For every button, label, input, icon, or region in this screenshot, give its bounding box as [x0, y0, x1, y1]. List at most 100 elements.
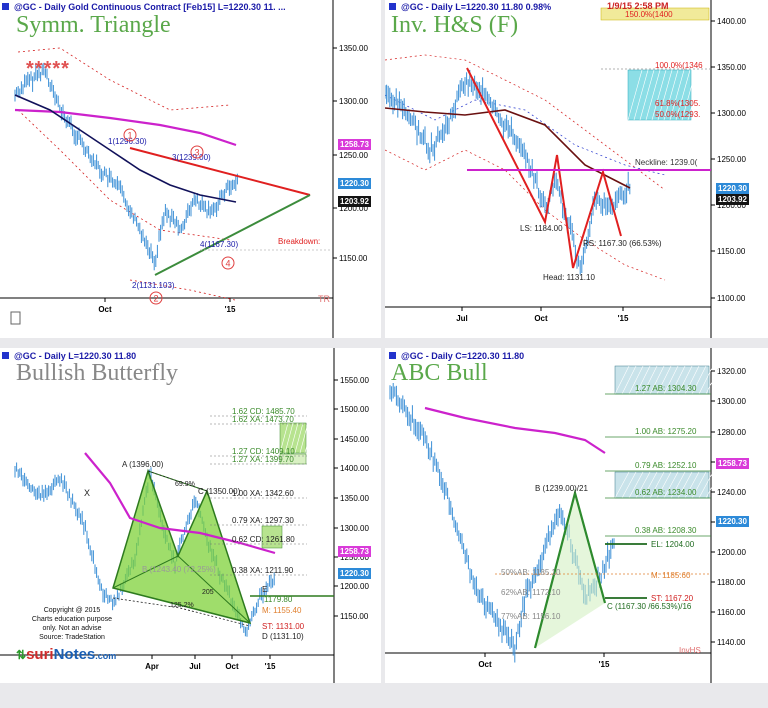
hatch-line	[621, 471, 637, 499]
y-tick-label: 1150.00	[340, 612, 369, 621]
window-icon-box	[10, 311, 21, 325]
fib-level-label: 1.27 AB: 1304.30	[635, 384, 697, 393]
rs-label: RS: 1167.30 (66.53%)	[583, 239, 662, 248]
ma-200	[424, 406, 606, 454]
fib-level-label: 0.79 AB: 1252.10	[635, 461, 697, 470]
hatch-line	[698, 471, 714, 499]
y-tick-label: 1400.00	[340, 464, 369, 473]
footer-bar	[0, 683, 768, 708]
circle-marker-3	[190, 145, 204, 159]
x-tick-label: Oct	[225, 662, 239, 671]
chart-title: Inv. H&S (F)	[391, 12, 519, 38]
point-3-label: 3(1239.00)	[172, 153, 211, 162]
y-tick-label: 1300.00	[717, 397, 746, 406]
fib-150-label: 150.0%(1400	[625, 10, 673, 19]
hatch-line	[691, 365, 707, 395]
upper-band	[385, 54, 666, 191]
fib-level-label: 1.62 XA: 1473.70	[232, 415, 294, 424]
price-tag-dark: 1203.92	[338, 196, 371, 207]
hatch-line	[635, 365, 651, 395]
x-tick-label: '15	[599, 660, 610, 669]
copyright-line: Copyright @ 2015	[43, 607, 101, 614]
fib-level-label: 1.00 XA: 1342.60	[232, 489, 294, 498]
fib-50-label: 50.0%(1293.	[655, 110, 700, 119]
y-tick-label: 1320.00	[717, 367, 746, 376]
head-label: Head: 1131.10	[543, 273, 595, 282]
hatch-line	[651, 69, 667, 121]
chart-header: @GC - Daily L=1220.30 11.80 0.98%	[401, 2, 552, 12]
price-tag-blue: 1220.30	[716, 183, 749, 194]
y-tick-label: 1300.00	[340, 524, 369, 533]
y-tick-label: 1250.00	[340, 553, 369, 562]
fib-level-label: 0.79 XA: 1297.30	[232, 516, 294, 525]
y-tick-label: 1350.00	[339, 44, 368, 53]
hatch-line	[693, 69, 709, 121]
circle-marker-1-label: 1	[127, 131, 132, 141]
hatch-line	[684, 365, 700, 395]
retrace-50-label: 50%AB: 1185.10	[501, 568, 561, 577]
hatch-line	[639, 69, 655, 121]
y-tick-label: 1250.00	[339, 151, 368, 160]
hatch-line	[705, 471, 721, 499]
hatch-line	[705, 365, 721, 395]
y-tick-label: 1150.00	[717, 247, 746, 256]
hatch-line	[684, 471, 700, 499]
hatch-line	[635, 471, 651, 499]
y-tick-label: 1150.00	[339, 254, 368, 263]
hatch-line	[687, 69, 703, 121]
ma-200	[84, 452, 276, 555]
point-c-label: C (1350.00)	[198, 487, 241, 496]
hatch-line	[279, 422, 289, 454]
fib-618-label: 61.8%(1305.	[655, 99, 700, 108]
hatch-line	[621, 365, 637, 395]
logo-text-c: .com	[95, 651, 117, 661]
butterfly-pattern	[112, 468, 252, 625]
price-tag-blue: 1220.30	[716, 516, 749, 527]
panel-abc-bull: 1320.001300.001280.001260.001240.001220.…	[385, 348, 768, 683]
hatch-line	[663, 471, 679, 499]
inner-band	[385, 94, 666, 176]
chart-title: Bullish Butterfly	[16, 360, 178, 386]
window-icon	[389, 352, 396, 359]
copyright-line: Source: TradeStation	[39, 634, 105, 641]
x-tick-label: '15	[225, 305, 236, 314]
circle-marker-2	[149, 291, 163, 305]
x-tick-label: '15	[265, 662, 276, 671]
ratio-205: 205	[202, 589, 214, 596]
hs-pattern-line	[466, 67, 622, 269]
y-tick-label: 1500.00	[340, 405, 369, 414]
m-label: M: 1155.40	[262, 606, 302, 615]
point-2-label: 2(1131.103)	[132, 281, 175, 290]
x-tick-label: Oct	[534, 314, 548, 323]
y-tick-label: 1300.00	[339, 97, 368, 106]
panel-symm-triangle: 1350.00 1300.00 1250.00 1200.00 1150.00 Oct '1…	[0, 0, 381, 338]
ratio-699: 69.9%	[175, 481, 195, 488]
fib-level-label: 0.38 XA: 1211.90	[232, 566, 294, 575]
y-tick-label: 1200.00	[717, 548, 746, 557]
retrace-62-label: 62%AB: 1172.10	[501, 588, 561, 597]
copyright-line: Charts education purpose	[31, 616, 113, 623]
butterfly-ac-line	[147, 470, 208, 492]
logo-text-b: Notes	[53, 646, 96, 663]
fib-level-label: 1.27 XA: 1399.70	[232, 455, 294, 464]
chart-time: 1/9/15 2:58 PM	[607, 1, 669, 11]
hatch-line	[677, 471, 693, 499]
abc-pattern-fill	[535, 493, 605, 648]
e-value: 1179.80	[264, 595, 293, 604]
butterfly-xb-line	[112, 555, 251, 624]
point-b-label: B (1243.40 (72.25%)	[142, 565, 216, 574]
target-box-2	[279, 453, 307, 465]
chart-title: Symm. Triangle	[16, 12, 171, 38]
hatch-line	[645, 69, 661, 121]
x-tick-label: '15	[618, 314, 629, 323]
hatch-line	[656, 471, 672, 499]
y-tick-label: 1550.00	[340, 376, 369, 385]
hatch-line	[670, 471, 686, 499]
m-label: M: 1185.60	[651, 571, 691, 580]
y-tick-label: 1400.00	[717, 17, 746, 26]
chart-header: @GC - Daily Gold Continuous Contract [Fe…	[14, 2, 286, 12]
window-icon	[2, 352, 9, 359]
hatch-line	[649, 471, 665, 499]
fib-level-label: 0.38 AB: 1208.30	[635, 526, 697, 535]
window-icon	[2, 3, 9, 10]
